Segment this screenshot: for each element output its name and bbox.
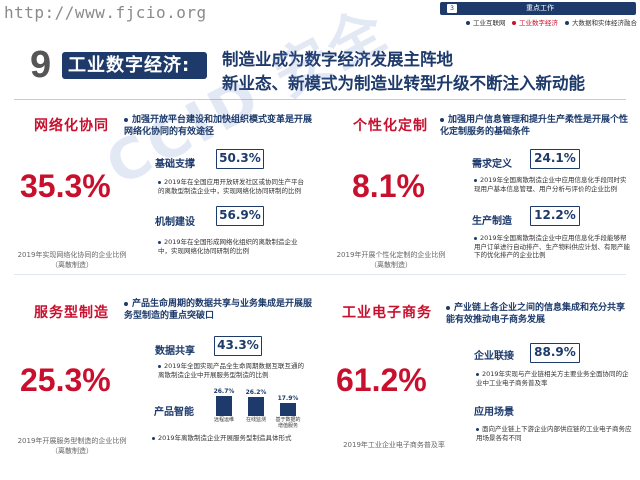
network-metric1-label: 基础支撑 — [155, 159, 195, 170]
ecommerce-metric1-value: 88.9% — [530, 343, 580, 363]
custom-metric2-label: 生产制造 — [472, 216, 512, 227]
custom-section-label: 个性化定制 — [353, 118, 428, 134]
header-divider — [14, 99, 626, 100]
service-heading: 产品生命周期的数据共享与业务集成是开展服务型制造的重点突破口 — [124, 299, 313, 321]
custom-metric2-note: 2019年全国离散制造企业中应用信息化手段能够帮用户订单进行自动排产、生产物料供… — [474, 234, 630, 259]
service-section-label: 服务型制造 — [34, 305, 109, 321]
service-caption: 2019年开展服务型制造的企业比例 （离散制造） — [17, 437, 127, 455]
service-metric2-note: 2019年离散制造企业开展服务型制造具体形式 — [152, 434, 312, 443]
slide-number: 9 — [30, 44, 52, 86]
bar-category-label: 远程运维 — [213, 417, 234, 423]
service-metric1-value: 43.3% — [214, 336, 262, 356]
bar-category-label: 在线监测 — [245, 417, 266, 423]
service-metric1-label: 数据共享 — [155, 346, 195, 357]
service-form-bar-chart: 26.7% 远程运维 26.2% 在线监测 17.9% 基于数据的增值服务 — [208, 384, 304, 429]
subnav-item-digital-economy[interactable]: 工业数字经济 — [512, 17, 558, 27]
custom-metric1-value: 24.1% — [530, 149, 580, 169]
network-percent: 35.3% — [20, 168, 111, 204]
network-metric1-value: 50.3% — [216, 149, 264, 169]
network-metric2-label: 机制建设 — [155, 217, 195, 228]
subnav-item-industrial-internet[interactable]: 工业互联网 — [466, 17, 506, 27]
bar — [280, 403, 296, 416]
slide-title: 工业数字经济: — [62, 52, 207, 79]
ecommerce-caption: 2019年工业企业电子商务普及率 — [343, 441, 445, 449]
bar-value-label: 26.2% — [245, 389, 267, 396]
network-metric2-note: 2019年在全国形成网络化组织的离散制造企业中，实现网络化协同研制的比例 — [158, 238, 298, 255]
ecommerce-metric2-note: 面向产业链上下游企业内部供应链的工业电子商务应用场景各有不同 — [476, 425, 632, 442]
page-number-badge: 3 — [447, 4, 457, 13]
service-percent: 25.3% — [20, 362, 111, 398]
ecommerce-percent: 61.2% — [336, 362, 427, 398]
ecommerce-metric2-label: 应用场景 — [474, 407, 514, 418]
ecommerce-heading: 产业链上各企业之间的信息集成和充分共享能有效推动电子商务发展 — [446, 303, 626, 325]
bar-value-label: 17.9% — [277, 395, 299, 402]
custom-caption: 2019年开展个性化定制的企业比例 （离散制造） — [336, 251, 446, 269]
custom-percent: 8.1% — [352, 168, 425, 204]
network-metric1-note: 2019年在全国应用开放研发社区或协同生产平台的离散型制造企业中，实现网络化协同… — [158, 178, 305, 195]
ecommerce-metric1-label: 企业联接 — [474, 351, 514, 362]
slide-subtitle-line1: 制造业成为数字经济发展主阵地 — [222, 50, 453, 69]
ecommerce-section-label: 工业电子商务 — [342, 305, 432, 321]
watermark-url: http://www.fjcio.org — [4, 3, 207, 22]
section-title: 重点工作 — [526, 4, 554, 12]
custom-metric2-value: 12.2% — [530, 206, 580, 226]
bar-category-label: 基于数据的增值服务 — [275, 417, 301, 429]
network-heading: 加强开放平台建设和加快组织模式变革是开展网络化协同的有效途径 — [124, 115, 313, 137]
network-section-label: 网络化协同 — [34, 118, 109, 134]
service-metric2-label: 产品智能 — [154, 407, 194, 418]
bar — [248, 397, 264, 416]
ecommerce-metric1-note: 2019年实现与产业链相关方主要业务全面协同的企业中工业电子商务普及率 — [476, 370, 629, 387]
custom-heading: 加强用户信息管理和提升生产柔性是开展个性化定制服务的基础条件 — [440, 115, 629, 137]
network-metric2-value: 56.9% — [216, 206, 264, 226]
bar — [216, 396, 232, 416]
network-caption: 2019年实现网络化协同的企业比例 （离散制造） — [17, 251, 127, 269]
middle-divider — [14, 274, 626, 275]
top-section-bar — [440, 2, 636, 15]
custom-metric1-label: 需求定义 — [472, 159, 512, 170]
bar-value-label: 26.7% — [213, 388, 235, 395]
service-metric1-note: 2019年全国实现产品全生命周期数据互联互通的离散制造企业中开展服务型制造的比例 — [158, 362, 305, 379]
slide-subtitle-line2: 新业态、新模式为制造业转型升级不断注入新动能 — [222, 74, 585, 93]
custom-metric1-note: 2019年全国离散制造企业中应用信息化手段同时实现用户基本信息管理、用户分析与评… — [474, 176, 627, 193]
subnav-item-bigdata-fusion[interactable]: 大数据和实体经济融合 — [565, 17, 637, 27]
